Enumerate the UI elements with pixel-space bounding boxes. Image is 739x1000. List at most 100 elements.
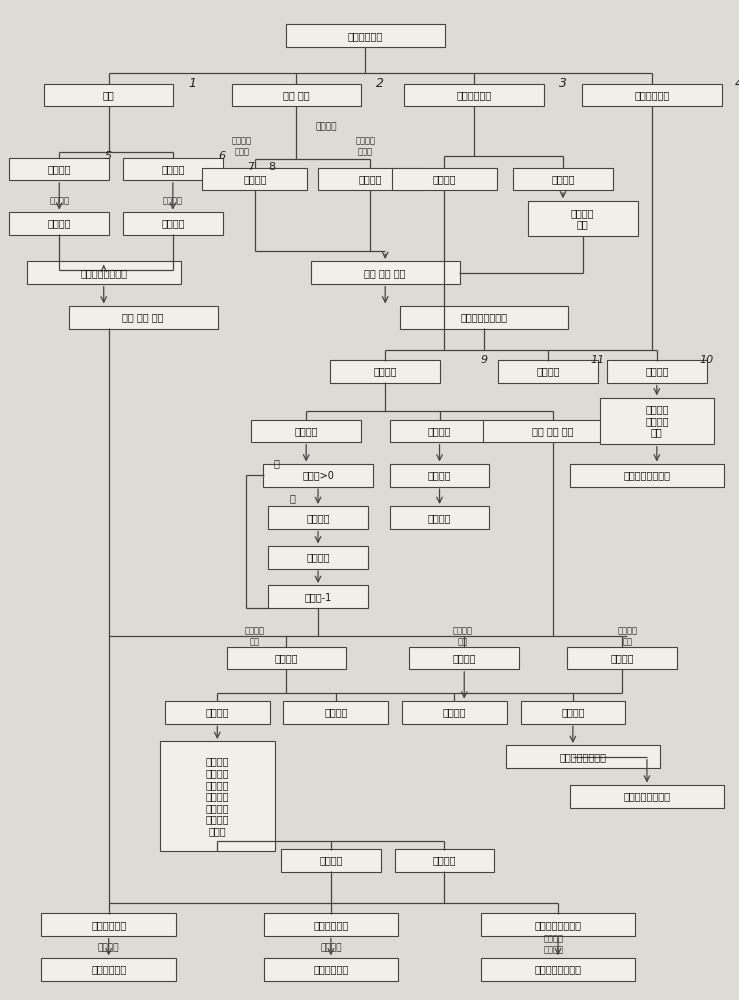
- FancyBboxPatch shape: [41, 958, 176, 981]
- Text: 无线通讯: 无线通讯: [319, 856, 343, 866]
- Text: 10: 10: [699, 355, 713, 365]
- FancyBboxPatch shape: [10, 158, 109, 180]
- Text: 读取曲线: 读取曲线: [306, 513, 330, 523]
- FancyBboxPatch shape: [483, 420, 623, 442]
- FancyBboxPatch shape: [165, 701, 270, 724]
- Text: 超时模式: 超时模式: [243, 174, 267, 184]
- FancyBboxPatch shape: [582, 84, 721, 106]
- Text: 数据查询: 数据查询: [551, 174, 575, 184]
- Text: 设置 采集 程序: 设置 采集 程序: [123, 312, 164, 322]
- Text: 历史数据查询程序: 历史数据查询程序: [624, 470, 670, 480]
- FancyBboxPatch shape: [389, 464, 489, 487]
- Text: 上扣成功: 上扣成功: [320, 943, 341, 952]
- Text: 圆弧扭矩
最小扭矩
最佳扭矩
最大扭矩
接头编号
套管长度
操作者: 圆弧扭矩 最小扭矩 最佳扭矩 最大扭矩 接头编号 套管长度 操作者: [205, 757, 229, 836]
- FancyBboxPatch shape: [568, 647, 677, 669]
- FancyBboxPatch shape: [481, 913, 635, 936]
- Text: 3: 3: [559, 77, 567, 90]
- Text: 无外部事
件发生: 无外部事 件发生: [232, 137, 252, 156]
- Text: 保存实时数据: 保存实时数据: [91, 964, 126, 974]
- FancyBboxPatch shape: [264, 958, 398, 981]
- Text: 有外部事
件发生: 有外部事 件发生: [355, 137, 375, 156]
- Text: 启动: 启动: [103, 90, 115, 100]
- Text: 切换界面
事件: 切换界面 事件: [617, 627, 637, 646]
- FancyBboxPatch shape: [44, 84, 174, 106]
- Text: 显示实时曲线: 显示实时曲线: [313, 920, 349, 930]
- FancyBboxPatch shape: [389, 506, 489, 529]
- Text: 自动清除实时曲线: 自动清除实时曲线: [534, 964, 582, 974]
- Text: 清除曲线: 清除曲线: [561, 707, 585, 717]
- Text: 历史曲线查询程序: 历史曲线查询程序: [460, 312, 508, 322]
- Text: 确认新建: 确认新建: [163, 196, 183, 205]
- Text: 手动泄压: 手动泄压: [443, 707, 466, 717]
- Text: 8: 8: [268, 162, 275, 172]
- FancyBboxPatch shape: [231, 84, 361, 106]
- Text: 历史数据查询程序: 历史数据查询程序: [81, 268, 127, 278]
- Text: 打印模式: 打印模式: [294, 426, 318, 436]
- Text: 切换界面: 切换界面: [537, 367, 560, 377]
- FancyBboxPatch shape: [286, 24, 445, 47]
- Text: 设置 采集 程序: 设置 采集 程序: [532, 426, 574, 436]
- FancyBboxPatch shape: [123, 212, 222, 235]
- FancyBboxPatch shape: [251, 420, 361, 442]
- FancyBboxPatch shape: [570, 785, 724, 808]
- Text: 手动操作
事件: 手动操作 事件: [452, 627, 472, 646]
- Text: 显示曲线: 显示曲线: [428, 470, 452, 480]
- Text: 浏览模式: 浏览模式: [428, 426, 452, 436]
- Text: 工作数据: 工作数据: [205, 707, 229, 717]
- Text: 4: 4: [735, 77, 739, 90]
- FancyBboxPatch shape: [570, 464, 724, 487]
- Text: 设置 采集: 设置 采集: [283, 90, 310, 100]
- Text: 5: 5: [105, 151, 112, 161]
- Text: 更改编号: 更改编号: [428, 513, 452, 523]
- Text: 通讯模式: 通讯模式: [324, 707, 347, 717]
- FancyBboxPatch shape: [268, 585, 368, 608]
- FancyBboxPatch shape: [268, 546, 368, 569]
- Text: 9: 9: [480, 355, 488, 365]
- Text: 数据读取: 数据读取: [645, 367, 669, 377]
- Text: 显示实时数据: 显示实时数据: [91, 920, 126, 930]
- FancyBboxPatch shape: [395, 849, 494, 872]
- FancyBboxPatch shape: [409, 647, 519, 669]
- FancyBboxPatch shape: [10, 212, 109, 235]
- Text: 设置 采集 程序: 设置 采集 程序: [364, 268, 406, 278]
- Text: 打印数>0: 打印数>0: [302, 470, 334, 480]
- FancyBboxPatch shape: [505, 745, 660, 768]
- Text: 查询曲线: 查询曲线: [373, 367, 397, 377]
- Text: 置次高于
高段扭矩: 置次高于 高段扭矩: [543, 935, 563, 954]
- Text: 新建模式: 新建模式: [161, 218, 185, 228]
- FancyBboxPatch shape: [227, 647, 346, 669]
- FancyBboxPatch shape: [607, 360, 706, 383]
- Text: 自动清除实时曲线: 自动清除实时曲线: [534, 920, 582, 930]
- Text: 查询模式: 查询模式: [47, 218, 71, 228]
- FancyBboxPatch shape: [389, 420, 489, 442]
- FancyBboxPatch shape: [330, 360, 440, 383]
- FancyBboxPatch shape: [498, 360, 598, 383]
- FancyBboxPatch shape: [284, 701, 388, 724]
- Text: 手动操作: 手动操作: [452, 653, 476, 663]
- Text: 查询历史
数据: 查询历史 数据: [571, 208, 594, 229]
- FancyBboxPatch shape: [69, 306, 218, 329]
- Text: 7: 7: [248, 162, 254, 172]
- Text: 切换界面: 切换界面: [610, 653, 634, 663]
- Text: 2: 2: [376, 77, 384, 90]
- Text: 发生模式: 发生模式: [358, 174, 382, 184]
- FancyBboxPatch shape: [268, 506, 368, 529]
- FancyBboxPatch shape: [123, 158, 222, 180]
- Text: 1: 1: [188, 77, 197, 90]
- FancyBboxPatch shape: [528, 201, 638, 236]
- FancyBboxPatch shape: [318, 168, 423, 190]
- Text: 历史数据查询: 历史数据查询: [457, 90, 491, 100]
- FancyBboxPatch shape: [202, 168, 307, 190]
- Text: 6: 6: [219, 151, 226, 161]
- Text: 历史曲线查询程序: 历史曲线查询程序: [624, 791, 670, 801]
- FancyBboxPatch shape: [520, 701, 625, 724]
- FancyBboxPatch shape: [264, 913, 398, 936]
- Text: 设置数据
事件: 设置数据 事件: [245, 627, 265, 646]
- FancyBboxPatch shape: [513, 168, 613, 190]
- FancyBboxPatch shape: [160, 741, 275, 851]
- Text: 打印曲线: 打印曲线: [306, 552, 330, 562]
- Text: 历史数据查询程序: 历史数据查询程序: [559, 752, 606, 762]
- Text: 读取下位
机数据和
曲线: 读取下位 机数据和 曲线: [645, 404, 669, 438]
- Text: 保存实时曲线: 保存实时曲线: [313, 964, 349, 974]
- Text: 否: 否: [273, 458, 279, 468]
